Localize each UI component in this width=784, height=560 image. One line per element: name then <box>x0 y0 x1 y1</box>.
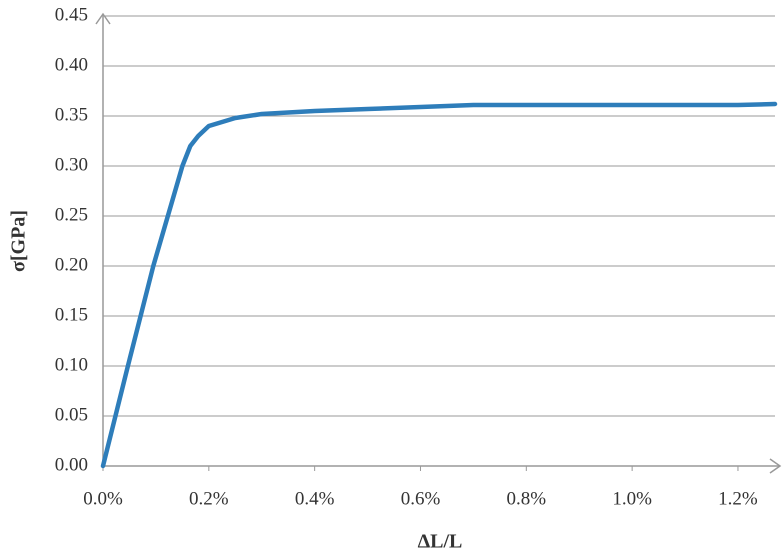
y-tick-label: 0.35 <box>55 104 88 125</box>
y-tick-label: 0.45 <box>55 4 88 25</box>
x-tick-label: 0.4% <box>295 488 335 509</box>
y-tick-label: 0.10 <box>55 354 88 375</box>
y-tick-label: 0.00 <box>55 454 88 475</box>
x-tick-label: 0.0% <box>83 488 123 509</box>
x-axis-arrow <box>769 458 782 474</box>
y-tick-label: 0.30 <box>55 154 88 175</box>
x-tick-label: 0.6% <box>401 488 441 509</box>
x-tick-label: 1.0% <box>612 488 652 509</box>
y-tick-label: 0.25 <box>55 204 88 225</box>
y-tick-label: 0.20 <box>55 254 88 275</box>
x-tick-label: 0.8% <box>507 488 547 509</box>
x-axis-title: ΔL/L <box>418 531 463 553</box>
x-tick-label: 1.2% <box>718 488 758 509</box>
x-tick-label: 0.2% <box>189 488 229 509</box>
y-tick-label: 0.15 <box>55 304 88 325</box>
y-tick-label: 0.05 <box>55 404 88 425</box>
y-tick-label: 0.40 <box>55 54 88 75</box>
y-axis-title: σ[GPa] <box>8 210 30 272</box>
data-line <box>100 101 778 469</box>
